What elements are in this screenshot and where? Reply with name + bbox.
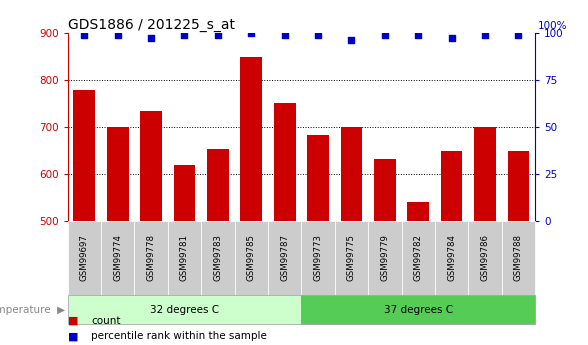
Point <box>213 32 223 37</box>
Text: GSM99787: GSM99787 <box>280 234 289 282</box>
Bar <box>274 103 296 221</box>
Bar <box>207 149 229 221</box>
Bar <box>474 127 496 221</box>
Bar <box>307 135 329 221</box>
Text: GSM99788: GSM99788 <box>514 234 523 282</box>
Text: GSM99781: GSM99781 <box>180 234 189 282</box>
Point <box>480 32 490 37</box>
Point <box>79 32 89 37</box>
Text: percentile rank within the sample: percentile rank within the sample <box>91 332 267 341</box>
Text: GSM99697: GSM99697 <box>80 235 89 281</box>
Text: GSM99784: GSM99784 <box>447 234 456 282</box>
Text: GDS1886 / 201225_s_at: GDS1886 / 201225_s_at <box>68 18 235 32</box>
Text: GSM99785: GSM99785 <box>247 234 256 282</box>
Bar <box>340 127 362 221</box>
Point <box>514 32 523 37</box>
Point <box>380 32 389 37</box>
Bar <box>74 90 95 221</box>
Point <box>146 36 156 41</box>
Bar <box>507 151 529 221</box>
Text: GSM99782: GSM99782 <box>414 234 423 282</box>
Text: count: count <box>91 316 121 326</box>
Bar <box>441 151 462 221</box>
Text: 100%: 100% <box>538 21 567 31</box>
Bar <box>141 111 162 221</box>
Point <box>280 32 289 37</box>
Text: 37 degrees C: 37 degrees C <box>383 305 453 315</box>
Point <box>180 32 189 37</box>
Text: GSM99786: GSM99786 <box>480 234 489 282</box>
Bar <box>173 165 195 221</box>
Point <box>347 38 356 43</box>
Text: ■: ■ <box>68 332 78 341</box>
Text: GSM99774: GSM99774 <box>113 234 122 282</box>
Text: GSM99778: GSM99778 <box>146 234 156 282</box>
Text: 32 degrees C: 32 degrees C <box>150 305 219 315</box>
Bar <box>407 202 429 221</box>
Point <box>113 32 122 37</box>
Point <box>447 36 456 41</box>
Text: GSM99773: GSM99773 <box>313 234 323 282</box>
Text: GSM99783: GSM99783 <box>213 234 222 282</box>
Point <box>313 32 323 37</box>
Text: ■: ■ <box>68 316 78 326</box>
Text: GSM99779: GSM99779 <box>380 235 389 281</box>
Bar <box>240 57 262 221</box>
Text: temperature  ▶: temperature ▶ <box>0 305 65 315</box>
Point <box>246 30 256 36</box>
Bar <box>107 127 129 221</box>
Text: GSM99775: GSM99775 <box>347 234 356 282</box>
Bar <box>374 159 396 221</box>
Point <box>413 32 423 37</box>
